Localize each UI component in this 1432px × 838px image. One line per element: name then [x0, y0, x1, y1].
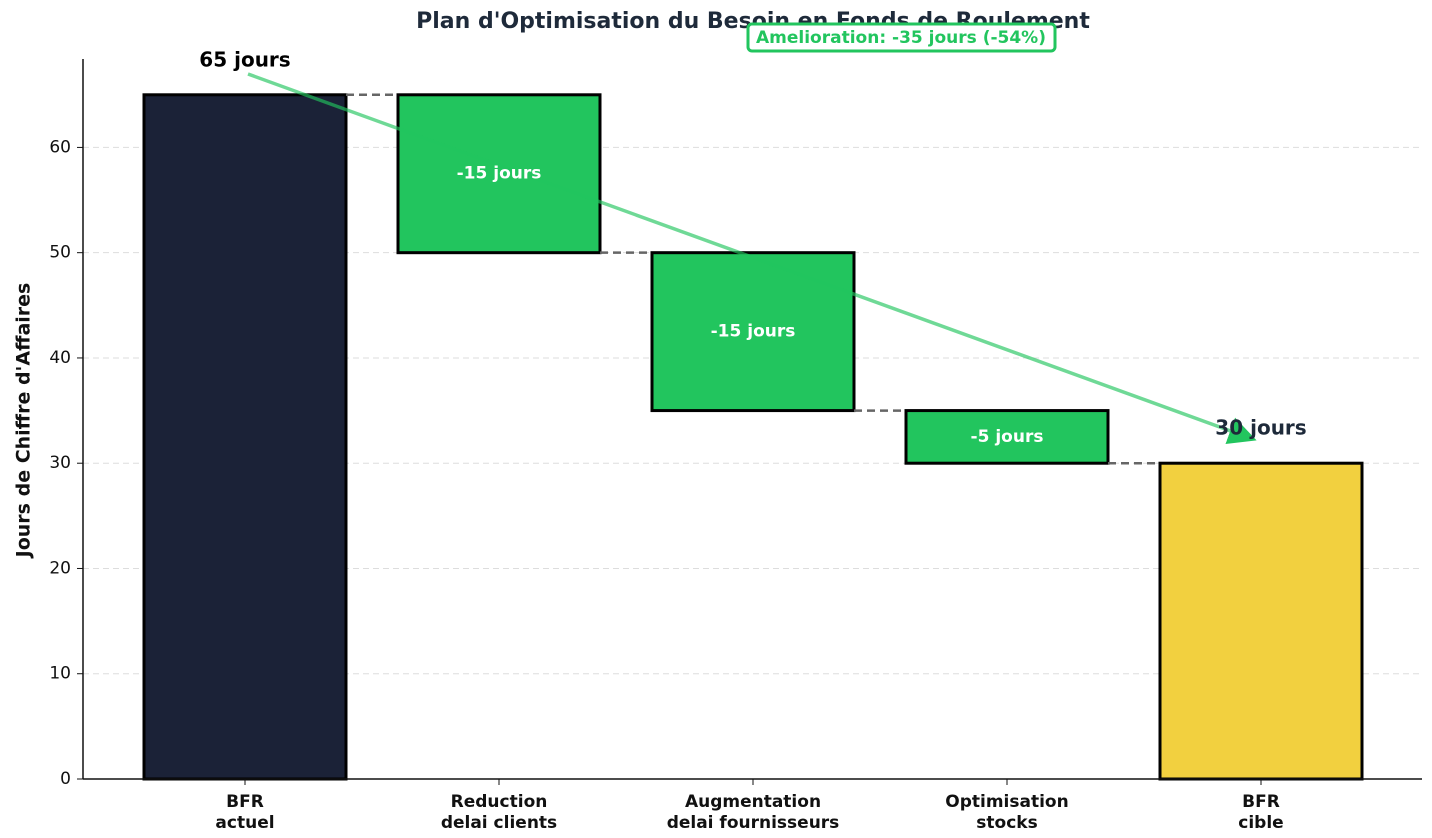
value-label: 65 jours	[199, 47, 290, 71]
bar	[1158, 461, 1364, 781]
bar	[650, 251, 856, 413]
y-tick-label: 30	[49, 453, 71, 473]
value-label: -5 jours	[971, 427, 1044, 447]
y-tick-label: 50	[49, 243, 71, 263]
x-tick-label: Reduction delai clients	[440, 792, 558, 833]
x-tick-label: BFR cible	[1238, 792, 1284, 833]
value-label: -15 jours	[711, 322, 796, 342]
bar	[396, 93, 602, 255]
x-tick-label: BFR actuel	[215, 792, 275, 833]
annotation: Amelioration: -35 jours (-54%)	[756, 28, 1046, 48]
plot-area: 0 10 20 30 40 50 60	[49, 93, 1422, 789]
y-tick-label: 10	[49, 664, 71, 684]
x-tick-label: Optimisation stocks	[945, 792, 1069, 833]
annotation-box	[746, 22, 1057, 53]
trend-arrow	[247, 72, 1257, 444]
value-label: -15 jours	[457, 164, 542, 184]
y-tick-label: 60	[49, 137, 71, 157]
bar	[904, 409, 1110, 465]
bar	[142, 93, 348, 781]
y-tick-label: 40	[49, 348, 71, 368]
y-axis-label: Jours de Chiffre d'Affaires	[13, 283, 35, 560]
y-tick-label: 0	[60, 769, 71, 789]
x-tick-label: Augmentation delai fournisseurs	[666, 792, 840, 833]
y-tick-label: 20	[49, 558, 71, 578]
value-label: 30 jours	[1215, 416, 1306, 440]
